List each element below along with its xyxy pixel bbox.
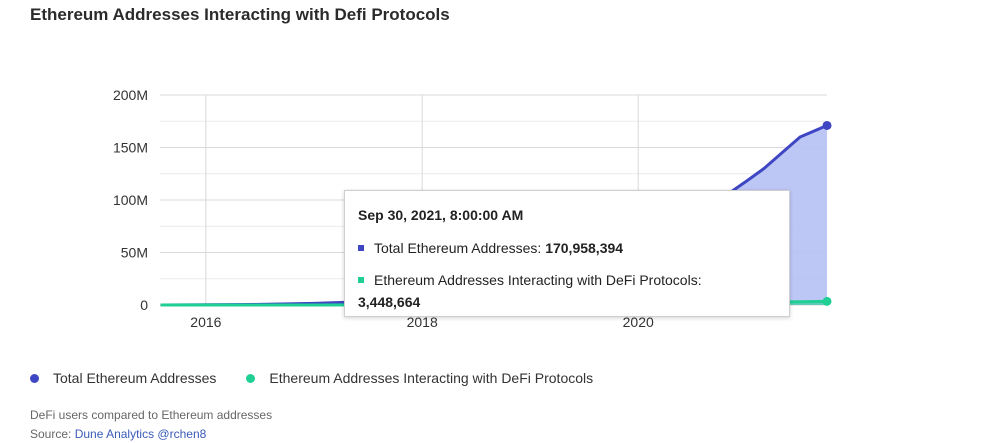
source-link[interactable]: Dune Analytics @rchen8 <box>74 427 207 441</box>
y-tick-label: 150M <box>113 140 148 156</box>
y-tick-label: 0 <box>140 297 148 313</box>
y-tick-label: 100M <box>113 192 148 208</box>
total-series-swatch <box>358 245 364 252</box>
source-prefix: Source: <box>30 427 75 441</box>
tooltip-total-label: Total Ethereum Addresses: <box>374 240 546 256</box>
series-end-point-0 <box>822 120 832 130</box>
x-tick-label: 2020 <box>623 314 654 330</box>
tooltip-row-total: Total Ethereum Addresses: 170,958,394 <box>358 240 623 256</box>
legend-dot-total <box>30 373 39 383</box>
tooltip-date: Sep 30, 2021, 8:00:00 AM <box>358 207 524 223</box>
chart-source: Source: Dune Analytics @rchen8 <box>30 427 206 441</box>
series-end-points <box>822 120 832 306</box>
y-tick-label: 200M <box>113 87 148 103</box>
chart-legend: Total Ethereum Addresses Ethereum Addres… <box>30 370 623 386</box>
legend-item-total[interactable]: Total Ethereum Addresses <box>30 370 216 386</box>
tooltip-row-defi: Ethereum Addresses Interacting with DeFi… <box>358 269 778 313</box>
tooltip-defi-label: Ethereum Addresses Interacting with DeFi… <box>374 272 702 288</box>
tooltip-total-value: 170,958,394 <box>545 240 624 256</box>
x-tick-label: 2018 <box>407 314 438 330</box>
chart-title: Ethereum Addresses Interacting with Defi… <box>30 5 450 24</box>
defi-series-swatch <box>358 277 364 284</box>
x-tick-label: 2016 <box>190 314 221 330</box>
y-axis-ticks: 0 50M 100M 150M 200M <box>113 87 148 313</box>
legend-label-total: Total Ethereum Addresses <box>53 370 217 386</box>
x-axis-ticks: 2016 2018 2020 <box>190 314 654 330</box>
series-end-point-1 <box>822 296 832 306</box>
legend-dot-defi <box>246 373 256 383</box>
tooltip-defi-value: 3,448,664 <box>358 294 421 310</box>
legend-item-defi[interactable]: Ethereum Addresses Interacting with DeFi… <box>246 370 593 386</box>
chart-caption: DeFi users compared to Ethereum addresse… <box>30 408 273 422</box>
chart-tooltip: Sep 30, 2021, 8:00:00 AM Total Ethereum … <box>344 190 790 317</box>
y-tick-label: 50M <box>121 245 148 261</box>
legend-label-defi: Ethereum Addresses Interacting with DeFi… <box>269 370 594 386</box>
